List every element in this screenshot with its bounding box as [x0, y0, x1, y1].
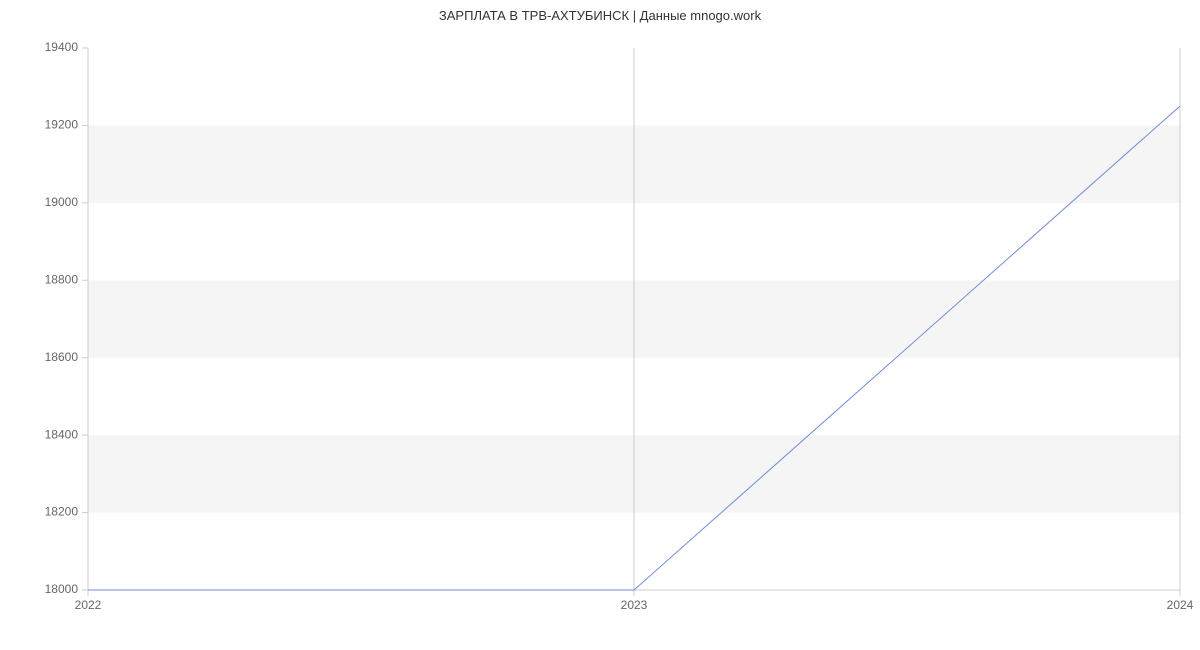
x-tick-label: 2024: [1167, 598, 1194, 612]
salary-chart: 18000 18200 18400 18600 18800 19000 19200 19400…: [0, 0, 1200, 650]
y-tick-label: 18800: [45, 272, 79, 286]
y-tick-label: 18600: [45, 350, 79, 364]
x-tick-label: 2023: [621, 598, 648, 612]
y-tick-label: 18000: [45, 582, 79, 596]
chart-container: ЗАРПЛАТА В ТРВ-АХТУБИНСК | Данные mnogo.…: [0, 0, 1200, 650]
y-tick-label: 18200: [45, 505, 79, 519]
y-tick-label: 19400: [45, 40, 79, 54]
x-tick-label: 2022: [75, 598, 102, 612]
y-tick-label: 19200: [45, 118, 79, 132]
y-tick-label: 18400: [45, 427, 79, 441]
y-tick-label: 19000: [45, 195, 79, 209]
